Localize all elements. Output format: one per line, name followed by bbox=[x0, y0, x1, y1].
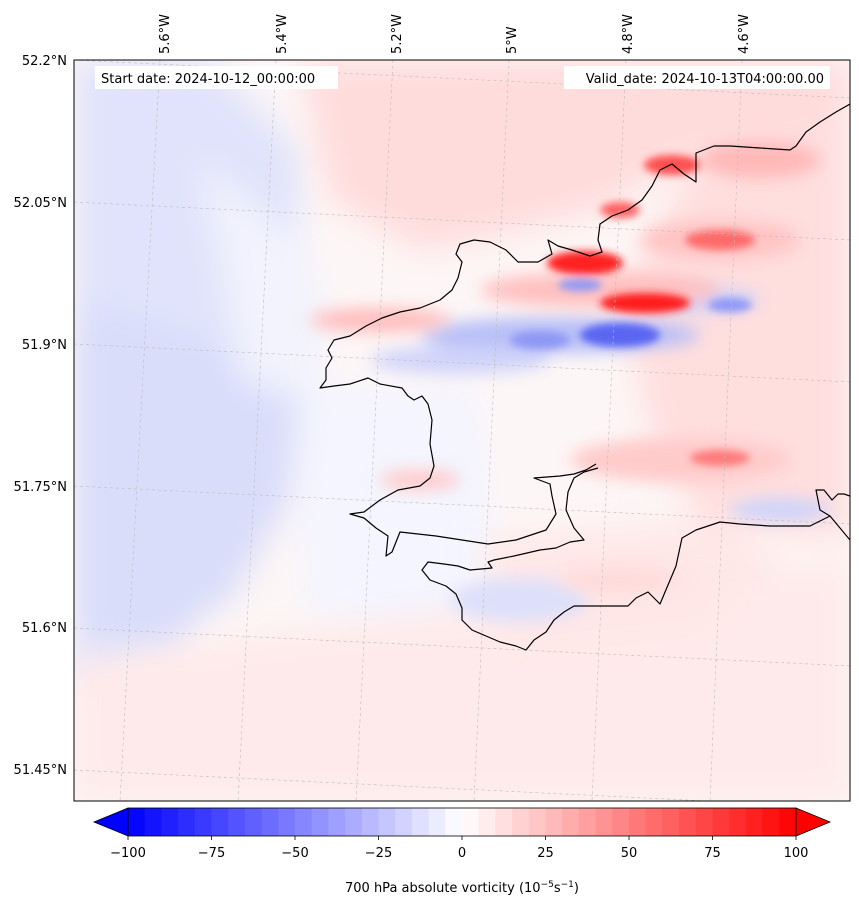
colorbar-swatch bbox=[311, 808, 329, 836]
colorbar-swatch bbox=[428, 808, 446, 836]
lon-label-5-2w: 5.2°W bbox=[390, 14, 405, 54]
lat-label-52-2n: 52.2°N bbox=[22, 54, 67, 69]
latitude-labels: 52.2°N 52.05°N 51.9°N 51.75°N 51.6°N 51.… bbox=[14, 54, 67, 778]
colorbar-extend-max bbox=[795, 807, 832, 837]
valid-date-label: Valid_date: 2024-10-13T04:00:00.00 bbox=[586, 72, 824, 87]
colorbar-swatch bbox=[361, 808, 380, 836]
vorticity-field bbox=[74, 60, 850, 801]
colorbar-tick-label: 100 bbox=[784, 846, 809, 861]
colorbar-swatch bbox=[662, 808, 680, 836]
colorbar-tick-label: 75 bbox=[704, 846, 721, 861]
lon-label-5w: 5°W bbox=[505, 26, 520, 54]
colorbar-swatch bbox=[495, 808, 513, 836]
colorbar-swatch bbox=[445, 808, 463, 836]
colorbar-swatch bbox=[194, 808, 213, 836]
lon-label-5-6w: 5.6°W bbox=[158, 14, 173, 54]
colorbar-swatch bbox=[712, 808, 730, 836]
colorbar-swatch bbox=[161, 808, 179, 836]
colorbar-tick-label: 25 bbox=[537, 846, 554, 861]
colorbar-swatch bbox=[144, 808, 162, 836]
coastline bbox=[319, 103, 850, 651]
colorbar-tick-label: 0 bbox=[458, 846, 466, 861]
colorbar-tick-label: 50 bbox=[621, 846, 638, 861]
colorbar-swatch bbox=[411, 808, 430, 836]
colorbar-swatch bbox=[612, 808, 630, 836]
colorbar-swatch bbox=[295, 808, 313, 836]
map-frame bbox=[73, 59, 851, 802]
lat-label-51-45n: 51.45°N bbox=[14, 763, 67, 778]
colorbar-swatch bbox=[211, 808, 229, 836]
colorbar-swatch bbox=[345, 808, 363, 836]
colorbar-swatch bbox=[378, 808, 396, 836]
start-date-box: Start date: 2024-10-12_00:00:00 bbox=[95, 66, 338, 89]
colorbar-swatch bbox=[278, 808, 296, 836]
colorbar-tick-label: −25 bbox=[365, 846, 392, 861]
lon-label-4-8w: 4.8°W bbox=[621, 14, 636, 54]
colorbar-swatch bbox=[679, 808, 697, 836]
colorbar-swatch bbox=[178, 808, 196, 836]
valid-date-box: Valid_date: 2024-10-13T04:00:00.00 bbox=[564, 66, 830, 89]
colorbar-ticks: −100 −75 −50 −25 0 25 50 75 100 bbox=[110, 836, 808, 861]
colorbar-swatch bbox=[745, 808, 764, 836]
colorbar-swatch bbox=[729, 808, 747, 836]
colorbar-swatch bbox=[128, 808, 146, 836]
longitude-labels: 5.6°W 5.4°W 5.2°W 5°W 4.8°W 4.6°W bbox=[158, 14, 752, 54]
colorbar-swatch bbox=[512, 808, 530, 836]
colorbar-swatch bbox=[244, 808, 263, 836]
colorbar-swatch bbox=[328, 808, 346, 836]
lat-label-51-75n: 51.75°N bbox=[14, 480, 67, 495]
colorbar-swatch bbox=[462, 808, 480, 836]
colorbar-swatch bbox=[779, 808, 797, 836]
colorbar-swatch bbox=[595, 808, 613, 836]
colorbar-swatch bbox=[528, 808, 547, 836]
colorbar-swatch bbox=[629, 808, 647, 836]
lat-label-51-9n: 51.9°N bbox=[22, 338, 67, 353]
colorbar: −100 −75 −50 −25 0 25 50 75 100 700 hPa absolute… bbox=[92, 807, 832, 896]
colorbar-swatch bbox=[578, 808, 597, 836]
colorbar-swatches bbox=[128, 808, 797, 836]
colorbar-swatch bbox=[695, 808, 714, 836]
colorbar-swatch bbox=[395, 808, 413, 836]
colorbar-tick-label: −50 bbox=[281, 846, 308, 861]
colorbar-swatch bbox=[478, 808, 496, 836]
colorbar-swatch bbox=[261, 808, 279, 836]
colorbar-tick-label: −75 bbox=[198, 846, 225, 861]
lat-label-51-6n: 51.6°N bbox=[22, 621, 67, 636]
colorbar-tick-label: −100 bbox=[110, 846, 146, 861]
colorbar-swatch bbox=[228, 808, 246, 836]
lon-label-5-4w: 5.4°W bbox=[275, 14, 290, 54]
colorbar-swatch bbox=[645, 808, 663, 836]
graticule bbox=[74, 60, 850, 801]
lat-label-52-05n: 52.05°N bbox=[14, 196, 67, 211]
start-date-label: Start date: 2024-10-12_00:00:00 bbox=[101, 72, 315, 87]
colorbar-label: 700 hPa absolute vorticity (10−5s−1) bbox=[345, 880, 579, 896]
colorbar-swatch bbox=[545, 808, 563, 836]
colorbar-extend-min bbox=[92, 807, 129, 837]
lon-label-4-6w: 4.6°W bbox=[737, 14, 752, 54]
colorbar-swatch bbox=[762, 808, 780, 836]
colorbar-swatch bbox=[562, 808, 580, 836]
